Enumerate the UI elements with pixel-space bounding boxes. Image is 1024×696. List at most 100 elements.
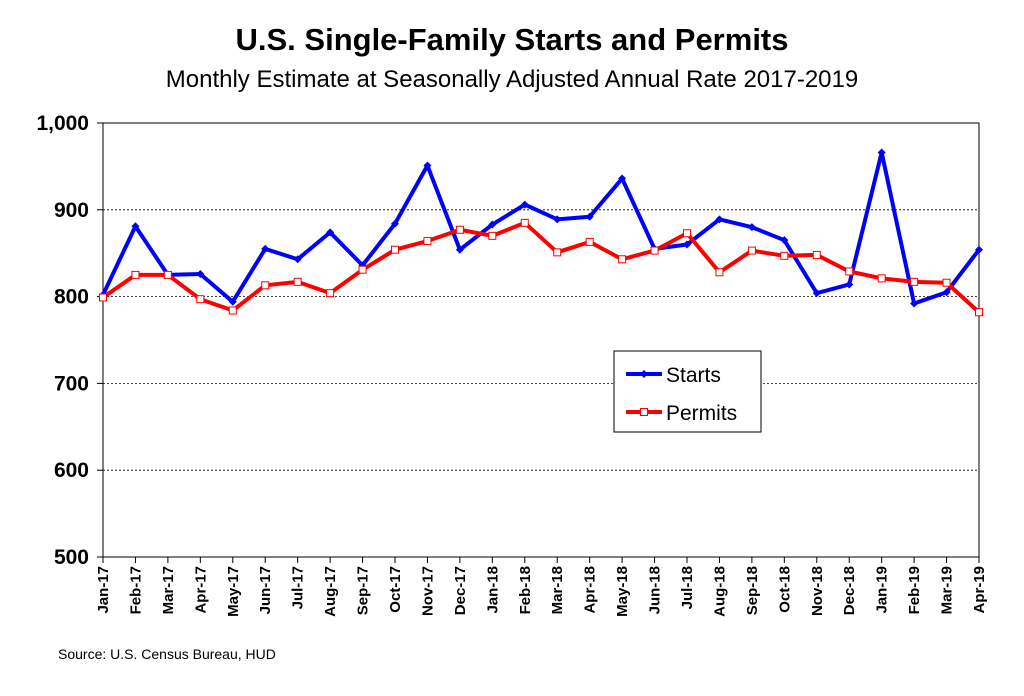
permits-point xyxy=(326,289,335,298)
x-tick-label: Jan-17 xyxy=(95,566,112,614)
starts-point xyxy=(488,220,497,229)
y-axis: 500 600 700 800 900 1,000 xyxy=(36,112,103,569)
source-note: Source: U.S. Census Bureau, HUD xyxy=(58,646,276,662)
permits-point xyxy=(488,231,497,240)
starts-point xyxy=(131,222,140,231)
starts-point xyxy=(553,215,562,224)
x-tick-label: Jun-18 xyxy=(647,566,664,614)
starts-point xyxy=(326,228,335,237)
starts-point xyxy=(391,219,399,228)
permits-point xyxy=(747,246,756,255)
permits-point xyxy=(520,218,529,227)
permits-point xyxy=(618,255,627,264)
starts-point xyxy=(812,289,821,298)
legend-label-starts: Starts xyxy=(666,364,721,387)
starts-point xyxy=(520,200,529,209)
permits-point xyxy=(358,265,367,274)
starts-point xyxy=(455,245,464,254)
starts-point xyxy=(975,245,983,254)
starts-point xyxy=(942,288,951,297)
x-tick-label: May-17 xyxy=(225,566,242,617)
x-tick-label: Feb-17 xyxy=(127,566,144,614)
permits-point xyxy=(812,250,821,259)
x-tick-label: Oct-18 xyxy=(776,566,793,613)
permits-point xyxy=(455,225,464,234)
permits-point xyxy=(877,274,886,283)
permits-point xyxy=(975,308,983,317)
starts-point xyxy=(585,212,594,221)
permits-point xyxy=(683,229,691,238)
permits-point xyxy=(131,270,140,279)
x-tick-label: Sep-18 xyxy=(744,566,761,615)
y-tick-label: 800 xyxy=(54,286,89,309)
starts-point xyxy=(877,148,886,157)
x-tick-label: Jan-19 xyxy=(874,566,891,614)
starts-point xyxy=(683,240,691,249)
starts-point xyxy=(261,244,270,253)
y-tick-label: 500 xyxy=(54,546,89,569)
x-tick-label: Mar-19 xyxy=(939,566,956,614)
x-tick-label: Jul-18 xyxy=(679,566,696,609)
series-line-permits xyxy=(101,220,981,314)
permits-point xyxy=(196,295,205,304)
permits-point xyxy=(228,306,237,315)
permits-point xyxy=(942,278,951,287)
y-tick-label: 700 xyxy=(54,372,89,395)
chart-title: U.S. Single-Family Starts and Permits xyxy=(235,22,789,57)
y-tick-label: 900 xyxy=(54,199,89,222)
x-tick-label: Apr-19 xyxy=(971,566,988,614)
legend-marker-starts xyxy=(640,370,648,378)
x-tick-label: Mar-17 xyxy=(160,566,177,614)
y-tick-label: 600 xyxy=(54,459,89,482)
permits-point xyxy=(910,277,919,286)
chart-subtitle: Monthly Estimate at Seasonally Adjusted … xyxy=(165,66,859,93)
x-tick-label: Apr-18 xyxy=(582,566,599,614)
series-line-starts xyxy=(101,150,981,306)
permits-point xyxy=(845,267,854,276)
permits-point xyxy=(423,237,432,246)
permits-point xyxy=(780,251,789,260)
x-tick-label: Sep-17 xyxy=(355,566,372,615)
legend-box xyxy=(613,350,762,433)
x-tick-label: Nov-17 xyxy=(419,566,436,616)
y-tick-label: 1,000 xyxy=(36,112,89,135)
legend-marker-permits xyxy=(640,408,648,416)
x-tick-label: Jun-17 xyxy=(257,566,274,614)
x-tick-label: Apr-17 xyxy=(192,566,209,614)
legend: Starts Permits xyxy=(613,350,762,433)
x-tick-label: Feb-18 xyxy=(517,566,534,614)
x-tick-label: Jan-18 xyxy=(484,566,501,614)
starts-point xyxy=(845,280,854,289)
x-tick-label: Oct-17 xyxy=(387,566,404,613)
starts-point xyxy=(196,270,205,279)
permits-point xyxy=(585,237,594,246)
permits-point xyxy=(650,246,659,255)
x-axis: Jan-17 Feb-17 Mar-17 Apr-17 May-17 Jun-17 Jul-… xyxy=(95,557,988,617)
starts-point xyxy=(780,236,789,245)
series xyxy=(99,148,983,317)
x-tick-label: May-18 xyxy=(614,566,631,617)
x-tick-label: Mar-18 xyxy=(549,566,566,614)
permits-point xyxy=(391,245,399,254)
x-tick-label: Jul-17 xyxy=(290,566,307,609)
permits-point xyxy=(163,270,172,279)
x-tick-label: Dec-17 xyxy=(452,566,469,615)
plot-area xyxy=(102,122,980,558)
starts-point xyxy=(747,223,756,232)
permits-point xyxy=(261,281,270,290)
permits-point xyxy=(99,293,107,302)
starts-point xyxy=(618,174,627,183)
starts-point xyxy=(910,299,919,308)
x-tick-label: Aug-18 xyxy=(711,566,728,617)
gridlines xyxy=(103,209,979,471)
permits-point xyxy=(293,277,302,286)
x-tick-label: Feb-19 xyxy=(906,566,923,614)
permits-point xyxy=(715,268,724,277)
starts-point xyxy=(293,255,302,264)
x-tick-label: Aug-17 xyxy=(322,566,339,617)
x-tick-label: Nov-18 xyxy=(809,566,826,616)
legend-label-permits: Permits xyxy=(666,402,737,425)
starts-point xyxy=(423,161,432,170)
permits-point xyxy=(553,248,562,257)
